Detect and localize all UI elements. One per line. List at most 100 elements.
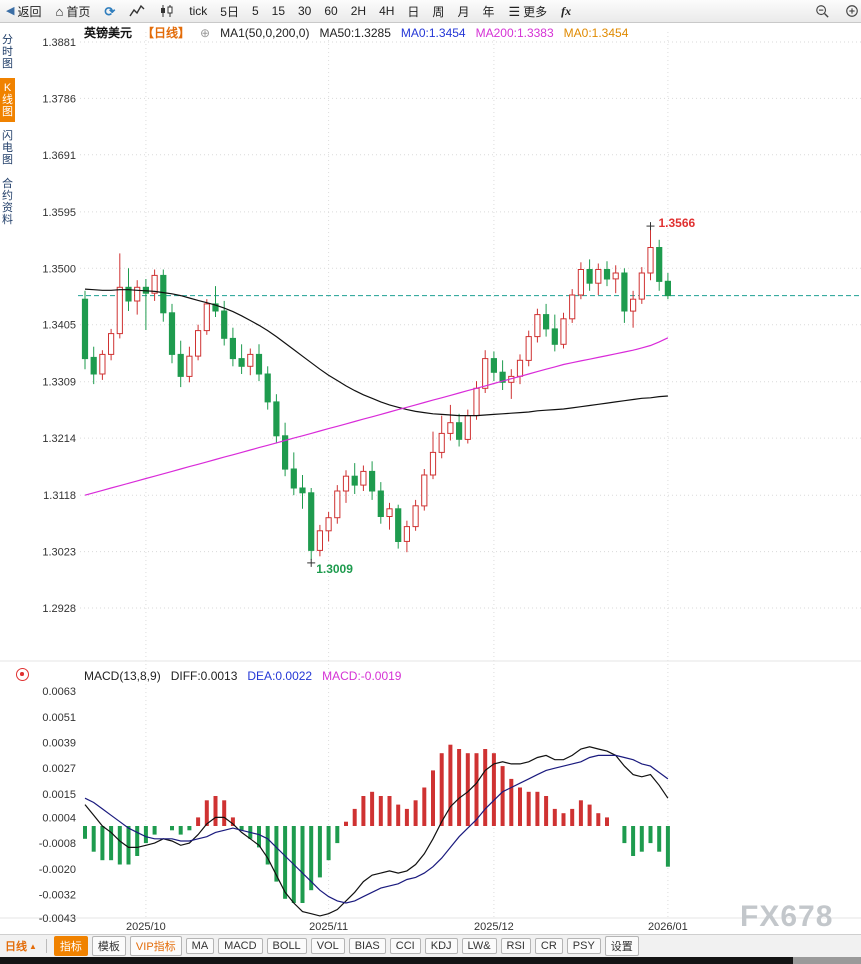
sidebar-tab-list: 分时图 K线图闪电图合约资料: [0, 30, 15, 230]
zoom-in-button[interactable]: [844, 4, 860, 18]
refresh-icon: ⟳: [104, 3, 116, 19]
period-button-4H[interactable]: 4H: [379, 4, 395, 18]
period-button-5日[interactable]: 5日: [220, 4, 239, 19]
bottom-tab-RSI[interactable]: RSI: [500, 938, 531, 954]
axis-labels: 1.3881 1.3786 1.3691 1.3595 1.3500 1.3405 1.33…: [39, 37, 688, 933]
x-axis-label: 2025/10: [126, 921, 166, 933]
symbol-name: 英镑美元: [84, 26, 133, 40]
macd-axis-label: 0.0004: [42, 812, 76, 824]
ma-settings: MA1(50,0,200,0): [220, 25, 310, 40]
bottom-tab-设置[interactable]: 设置: [604, 936, 639, 956]
back-button[interactable]: ◀ 返回: [6, 3, 41, 20]
macd-lines-layer: [84, 746, 669, 917]
period-button-2H[interactable]: 2H: [350, 4, 367, 18]
ma-values: MA50:1.3285 MA0:1.3454 MA200:1.3383 MA0:1.3…: [319, 26, 638, 40]
price-axis-label: 1.3786: [42, 93, 76, 105]
high-annotation: 1.3566: [659, 216, 696, 230]
ma-value-label: MA0:1.3454: [400, 25, 466, 40]
left-sidebar: 分时图 K线图闪电图合约资料: [0, 23, 15, 643]
back-label: 返回: [17, 4, 42, 19]
bottom-tab-CR[interactable]: CR: [534, 938, 563, 954]
candles-layer: [81, 229, 671, 560]
add-overlay-icon[interactable]: ⊕: [200, 25, 211, 40]
bottom-tab-PSY[interactable]: PSY: [566, 938, 601, 954]
bottom-toolbar: 日线 ▲ 指标 模板 VIP指标 MA MACD BOLL VOL BIAS CCI KDJ LW&…: [0, 934, 861, 957]
bottom-tab-MACD[interactable]: MACD: [218, 938, 263, 954]
caret-up-icon: ▲: [29, 941, 37, 951]
price-axis-label: 1.3405: [42, 320, 76, 332]
watermark: FX678: [740, 900, 834, 933]
more-label: 更多: [523, 4, 548, 19]
macd-title: MACD(13,8,9): [84, 669, 161, 683]
ma200-line: [84, 337, 669, 496]
macd-value-label: MACD:-0.0019: [322, 669, 402, 683]
macd-header: MACD(13,8,9) DIFF:0.0013 DEA:0.0022 MACD:-…: [84, 669, 411, 683]
sidebar-tab-3[interactable]: 闪电图: [2, 130, 13, 166]
sidebar-tab-2[interactable]: K线图: [0, 78, 15, 122]
indicator-settings-icon[interactable]: [16, 668, 29, 681]
period-selector[interactable]: 日线 ▲: [5, 938, 37, 954]
candlestick-chart-button[interactable]: [159, 4, 175, 18]
fx-button[interactable]: fx: [561, 4, 571, 19]
macd-hist-layer: [83, 744, 670, 903]
period-button-5[interactable]: 5: [251, 4, 259, 18]
bottom-tab-模板[interactable]: 模板: [91, 936, 126, 956]
period-button-15[interactable]: 15: [271, 4, 285, 18]
price-axis-label: 1.3595: [42, 207, 76, 219]
bottom-tab-LW&[interactable]: LW&: [461, 938, 497, 954]
more-button[interactable]: ☰ 更多: [508, 3, 547, 20]
macd-axis-label: 0.0051: [42, 712, 76, 724]
line-chart-icon: [129, 4, 145, 17]
indicator-tab-list: 指标 模板 VIP指标 MA MACD BOLL VOL BIAS CCI KDJ LW& RSI CR…: [53, 936, 639, 956]
period-tag: 【日线】: [142, 26, 191, 40]
macd-axis-label: 0.0063: [42, 686, 76, 698]
macd-axis-label: 0.0027: [42, 763, 76, 775]
candlestick-icon: [161, 5, 173, 17]
zoom-out-button[interactable]: [814, 4, 830, 18]
bottom-tab-CCI[interactable]: CCI: [389, 938, 421, 954]
zoom-out-icon: [816, 5, 829, 18]
chart-header: 英镑美元 【日线】 ⊕ MA1(50,0,200,0) MA50:1.3285 M…: [84, 24, 638, 41]
zoom-in-icon: [846, 5, 858, 17]
bottom-tab-BOLL[interactable]: BOLL: [266, 938, 307, 954]
price-axis-label: 1.3023: [42, 547, 76, 559]
period-button-60[interactable]: 60: [324, 4, 338, 18]
refresh-button[interactable]: ⟳: [104, 5, 115, 18]
period-button-30[interactable]: 30: [298, 4, 312, 18]
period-button-周[interactable]: 周: [432, 4, 445, 19]
home-button[interactable]: ⌂ 首页: [55, 3, 90, 20]
macd-axis-label: 0.0039: [42, 738, 76, 750]
period-button-月[interactable]: 月: [457, 4, 470, 19]
x-axis-label: 2025/12: [474, 921, 514, 933]
macd-axis-label: 0.0015: [42, 789, 76, 801]
bottom-tab-KDJ[interactable]: KDJ: [424, 938, 458, 954]
price-axis-label: 1.3691: [42, 150, 76, 162]
top-toolbar: ◀ 返回 ⌂ 首页 ⟳ tick 5日 5 15 30 60 2H 4H 日周月年 ☰ 更多: [0, 0, 861, 23]
dea-line: [84, 754, 669, 904]
sidebar-tab-1[interactable]: 分时图: [2, 34, 13, 70]
price-axis-label: 1.3309: [42, 377, 76, 389]
sidebar-tab-4[interactable]: 合约资料: [2, 178, 13, 226]
line-chart-button[interactable]: [129, 4, 145, 18]
ma-layer: [84, 288, 669, 496]
fx-icon: fx: [561, 3, 572, 18]
bottom-tab-MA[interactable]: MA: [185, 938, 215, 954]
bottom-tab-指标[interactable]: 指标: [53, 936, 88, 956]
price-axis-label: 1.3214: [42, 433, 76, 445]
period-buttons: tick 5日 5 15 30 60 2H 4H 日周月年: [189, 3, 494, 20]
back-icon: ◀: [6, 4, 15, 17]
macd-axis-label: -0.0008: [39, 838, 76, 850]
low-annotation: 1.3009: [316, 562, 353, 576]
bottom-tab-VOL[interactable]: VOL: [310, 938, 345, 954]
ma50-line: [84, 288, 668, 417]
home-label: 首页: [66, 4, 91, 19]
bottom-tab-VIP指标[interactable]: VIP指标: [129, 936, 182, 956]
period-button-日[interactable]: 日: [407, 4, 420, 19]
menu-icon: ☰: [508, 3, 521, 19]
macd-axis-label: -0.0032: [39, 890, 76, 902]
period-button-tick[interactable]: tick: [189, 4, 208, 18]
bottom-tab-BIAS[interactable]: BIAS: [348, 938, 386, 954]
period-button-年[interactable]: 年: [482, 4, 495, 19]
dif-line: [84, 746, 669, 917]
